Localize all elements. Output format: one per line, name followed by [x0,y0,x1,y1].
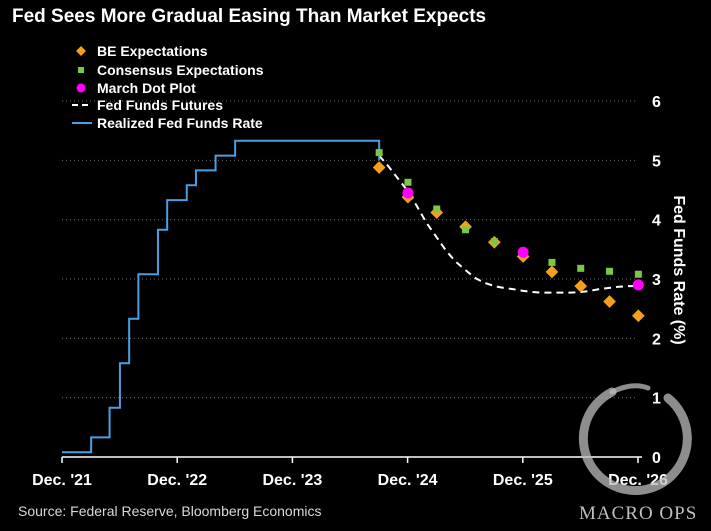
consensus-point [490,238,498,246]
realized-rate-line [62,139,381,454]
grid [62,100,638,399]
legend-label: Fed Funds Futures [97,97,223,113]
watermark-ring-icon [578,387,692,495]
watermark-text: MACRO OPS [579,503,697,524]
y-tick-label: 6 [652,94,661,111]
legend-consensus-marker [78,67,84,73]
consensus-point [404,178,412,186]
consensus-point [462,226,470,234]
futures-line [378,154,639,294]
legend: BE Expectations Consensus Expectations Mar… [72,43,264,131]
y-tick-label: 4 [652,213,661,230]
legend-be-marker [76,46,86,56]
y-tick-label: 2 [652,331,661,348]
be-point [603,295,616,308]
y-tick-label: 3 [652,272,661,289]
legend-dot-marker [76,83,86,93]
x-tick-label: Dec. '24 [378,472,438,489]
legend-label: Realized Fed Funds Rate [97,115,263,131]
dot-plot-point [632,279,644,291]
consensus-point [634,270,642,278]
x-tick-label: Dec. '21 [32,472,92,489]
axes [61,456,642,463]
legend-label: Consensus Expectations [97,62,264,78]
y-tick-label: 0 [652,450,661,467]
dot-plot-point [402,187,414,199]
series [62,139,645,454]
dot-plot-point [517,246,529,258]
legend-label: BE Expectations [97,43,208,59]
chart-title: Fed Sees More Gradual Easing Than Market… [12,6,487,27]
y-tick-label: 1 [652,391,661,408]
y-axis-label: Fed Funds Rate (%) [670,195,687,344]
consensus-point [548,258,556,266]
x-tick-label: Dec. '22 [147,472,207,489]
macro-ops-watermark: MACRO OPS [578,383,697,524]
source-note: Source: Federal Reserve, Bloomberg Econo… [18,503,322,519]
consensus-point [433,205,441,213]
consensus-point [577,264,585,272]
x-tick-label: Dec. '25 [493,472,553,489]
consensus-point [606,267,614,275]
be-point [545,265,559,279]
be-point [372,161,386,174]
y-tick-label: 5 [652,153,661,170]
consensus-point [375,149,383,157]
watermark-swoosh-icon [609,383,651,395]
tick-labels: 0 1 2 3 4 5 6 Dec. '21 Dec. '22 Dec. '23 Dec. '24 D… [32,94,668,489]
x-tick-label: Dec. '23 [262,472,322,489]
legend-label: March Dot Plot [97,80,196,96]
be-point [631,309,645,323]
